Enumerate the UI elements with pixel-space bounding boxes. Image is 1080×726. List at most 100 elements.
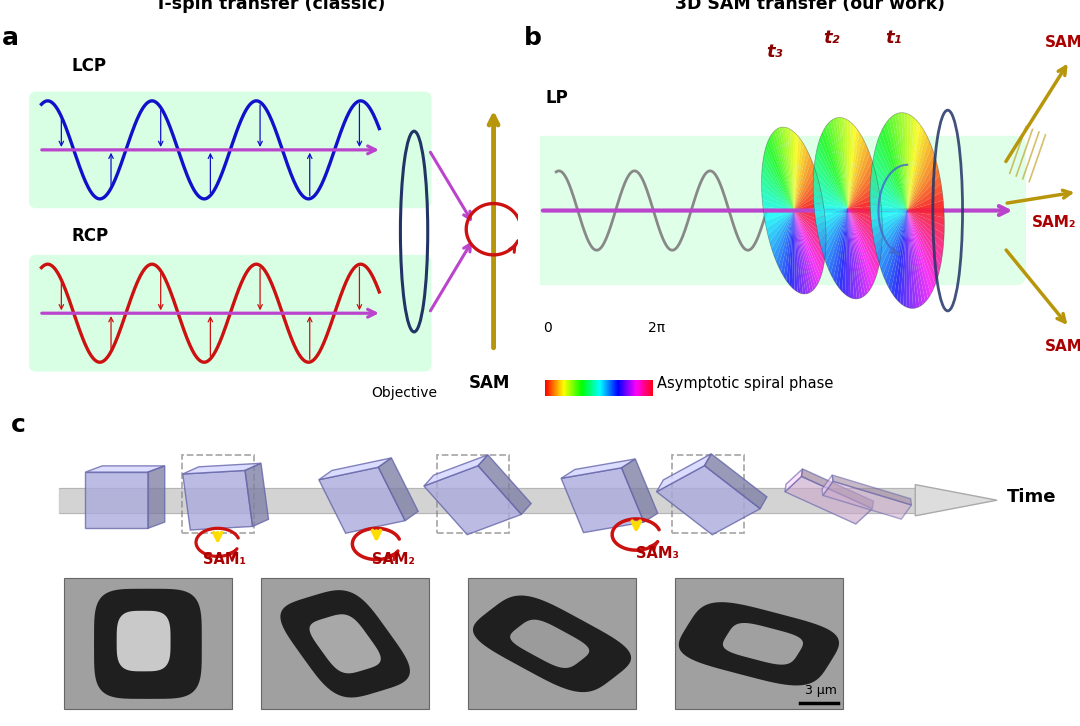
Polygon shape [794,211,825,222]
Polygon shape [870,179,907,211]
Polygon shape [836,118,848,208]
Polygon shape [794,208,825,215]
Polygon shape [875,211,907,253]
Polygon shape [822,208,848,256]
Polygon shape [899,113,907,211]
Polygon shape [907,211,944,226]
Polygon shape [907,211,933,295]
Polygon shape [848,208,851,298]
Polygon shape [907,115,914,211]
Polygon shape [848,125,856,208]
Polygon shape [794,211,815,290]
Polygon shape [839,208,848,291]
Polygon shape [765,149,794,211]
Polygon shape [85,472,148,529]
Polygon shape [794,136,801,211]
Polygon shape [880,211,907,274]
Text: 3 μm: 3 μm [805,684,837,697]
Polygon shape [794,211,804,294]
Polygon shape [907,168,940,211]
Polygon shape [769,136,794,211]
Polygon shape [678,602,839,685]
Polygon shape [319,458,391,480]
Polygon shape [794,200,824,211]
Polygon shape [907,211,941,272]
Text: SAM₁: SAM₁ [203,552,246,567]
Polygon shape [848,208,876,281]
Polygon shape [478,455,531,515]
Polygon shape [907,184,942,211]
Polygon shape [907,211,928,302]
Polygon shape [839,118,848,208]
Polygon shape [794,211,825,261]
Polygon shape [891,211,907,296]
Polygon shape [762,199,794,211]
Polygon shape [874,149,907,211]
Polygon shape [704,454,767,509]
Text: c: c [11,413,26,437]
Polygon shape [848,208,865,297]
Polygon shape [870,204,907,212]
Polygon shape [761,192,794,211]
Polygon shape [794,186,821,211]
Polygon shape [813,203,848,211]
Polygon shape [907,211,926,305]
Polygon shape [94,589,202,699]
Title: 3D SAM transfer (our work): 3D SAM transfer (our work) [675,0,945,13]
Polygon shape [657,465,760,535]
Polygon shape [889,116,907,211]
Polygon shape [794,211,824,267]
Polygon shape [831,208,848,280]
Polygon shape [907,211,922,306]
Polygon shape [848,142,867,208]
Polygon shape [848,208,854,298]
Polygon shape [821,131,848,208]
Polygon shape [848,208,868,295]
Polygon shape [813,187,848,208]
Polygon shape [879,131,907,211]
Polygon shape [877,211,907,261]
Polygon shape [883,123,907,211]
Polygon shape [881,126,907,211]
Polygon shape [794,211,819,285]
Polygon shape [794,211,813,292]
Polygon shape [794,193,823,211]
Polygon shape [848,175,878,208]
Polygon shape [770,211,794,249]
Polygon shape [424,455,488,486]
Polygon shape [875,142,907,211]
Polygon shape [319,468,405,533]
Polygon shape [907,147,934,211]
Polygon shape [848,182,879,208]
Polygon shape [834,208,848,284]
Polygon shape [907,211,910,309]
Polygon shape [907,129,927,211]
Polygon shape [848,205,882,213]
Polygon shape [848,168,876,208]
Text: 0: 0 [543,321,552,335]
Polygon shape [907,134,929,211]
Polygon shape [842,208,848,294]
Polygon shape [814,208,848,219]
Polygon shape [848,160,874,208]
Polygon shape [820,135,848,208]
Polygon shape [907,211,944,242]
Polygon shape [823,481,912,519]
Polygon shape [781,211,794,277]
Polygon shape [828,208,848,274]
Text: SAM₂: SAM₂ [372,552,415,567]
Text: SAM₃: SAM₃ [636,546,679,561]
Polygon shape [907,153,936,211]
Polygon shape [825,124,848,208]
Polygon shape [902,113,907,211]
Polygon shape [848,208,873,289]
Polygon shape [833,475,912,505]
Polygon shape [848,208,870,293]
Polygon shape [723,623,804,664]
Polygon shape [782,127,794,211]
Text: RCP: RCP [71,227,108,245]
Polygon shape [794,140,804,211]
Polygon shape [883,211,907,281]
FancyBboxPatch shape [29,91,432,208]
Polygon shape [245,463,269,526]
